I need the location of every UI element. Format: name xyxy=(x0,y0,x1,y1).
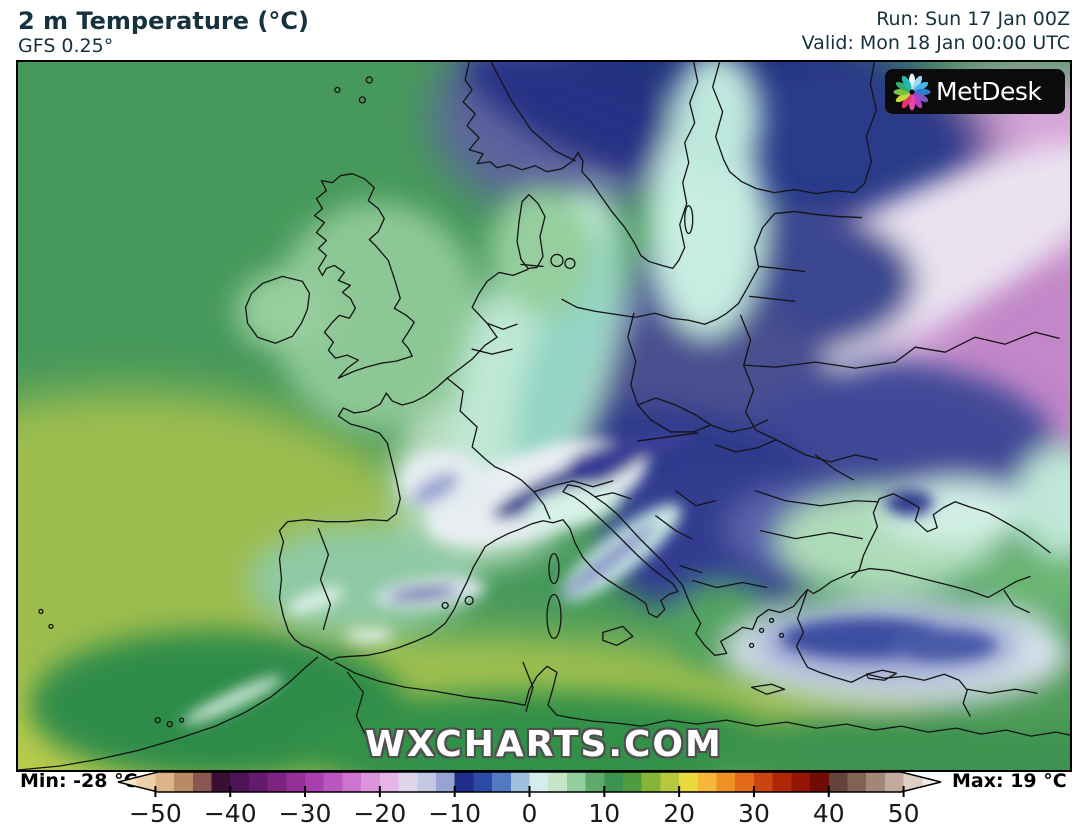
colorbar-tick-labels: −50 −40 −30 −20 −10 0 10 20 30 40 50 xyxy=(129,799,919,828)
svg-text:50: 50 xyxy=(888,799,920,828)
italy-outline xyxy=(552,484,679,619)
balkan-greece-coast xyxy=(594,496,822,656)
germany-poland-border xyxy=(627,312,639,406)
colorbar: −50 −40 −30 −20 −10 0 10 20 30 40 50 xyxy=(117,771,942,828)
legend-max-label: Max: 19 °C xyxy=(952,770,1067,792)
run-time-label: Run: Sun 17 Jan 00Z xyxy=(876,8,1070,30)
svg-text:0: 0 xyxy=(522,799,538,828)
svg-text:30: 30 xyxy=(738,799,770,828)
colorbar-bar xyxy=(117,771,942,793)
gotland xyxy=(684,204,694,235)
tunisia-algeria-border xyxy=(522,661,534,712)
baltic-coast xyxy=(561,210,863,325)
norway-sweden-border xyxy=(490,62,576,162)
temperature-field-medium xyxy=(28,62,1070,770)
colorbar-ticks xyxy=(154,786,905,797)
svg-text:20: 20 xyxy=(663,799,695,828)
temperature-map: MetDesk WXCHARTS.COM xyxy=(16,60,1072,772)
legend-min-label: Min: -28 °C xyxy=(20,770,138,792)
africa-med-coast xyxy=(334,661,1070,737)
poland-east-border xyxy=(739,314,757,431)
valid-time-label: Valid: Mon 18 Jan 00:00 UTC xyxy=(801,32,1070,54)
france-east-border xyxy=(446,377,551,520)
metdesk-starburst-icon xyxy=(893,73,931,110)
turkey-north-coast xyxy=(819,567,1031,599)
svg-text:−20: −20 xyxy=(353,799,406,828)
watermark: WXCHARTS.COM xyxy=(365,724,723,765)
crete xyxy=(750,683,786,695)
moldova-border xyxy=(814,454,855,481)
belarus-ukraine-border xyxy=(742,361,896,369)
svg-text:−10: −10 xyxy=(428,799,481,828)
sardinia xyxy=(546,593,562,640)
denmark-outline xyxy=(516,193,546,270)
svg-text:−50: −50 xyxy=(129,799,182,828)
temperature-field-svg xyxy=(18,62,1070,770)
corsica xyxy=(548,552,560,585)
cyprus xyxy=(865,669,897,681)
norway-sweden-coast xyxy=(462,62,699,270)
svg-text:−30: −30 xyxy=(279,799,332,828)
ukraine-russia-border xyxy=(894,331,1060,363)
spain-portugal-border xyxy=(317,528,332,631)
svg-text:−40: −40 xyxy=(204,799,257,828)
blacksea-north-coast xyxy=(878,493,1051,554)
model-subtitle: GFS 0.25° xyxy=(18,35,114,57)
turkey-east-borders xyxy=(966,589,1038,694)
balkans-borders xyxy=(655,490,768,589)
svg-text:10: 10 xyxy=(588,799,620,828)
ireland-outline xyxy=(244,275,311,344)
blacksea-west-coast xyxy=(850,498,881,579)
morocco-algeria-border xyxy=(346,671,369,742)
baltics-borders xyxy=(748,265,806,302)
page-title: 2 m Temperature (°C) xyxy=(18,7,309,35)
alps-borders xyxy=(533,432,699,500)
turkey-west-south-coast xyxy=(795,588,971,717)
czech-border xyxy=(637,397,712,433)
morocco-atlantic-coast xyxy=(18,656,319,770)
denmark-germany-border xyxy=(520,263,544,268)
atlantic-europe-coast xyxy=(278,268,554,661)
metdesk-logo: MetDesk xyxy=(885,69,1065,114)
sicily xyxy=(602,625,634,647)
romania-borders xyxy=(754,429,879,540)
country-borders xyxy=(18,62,1070,770)
finland-coast xyxy=(712,62,878,195)
uk-outline xyxy=(313,173,415,379)
slovakia-hungary-border xyxy=(710,419,777,453)
run-info: Run: Sun 17 Jan 00Z Valid: Mon 18 Jan 00… xyxy=(802,7,1070,55)
svg-text:40: 40 xyxy=(813,799,845,828)
benelux-borders xyxy=(471,322,518,355)
metdesk-logo-text: MetDesk xyxy=(936,77,1042,106)
